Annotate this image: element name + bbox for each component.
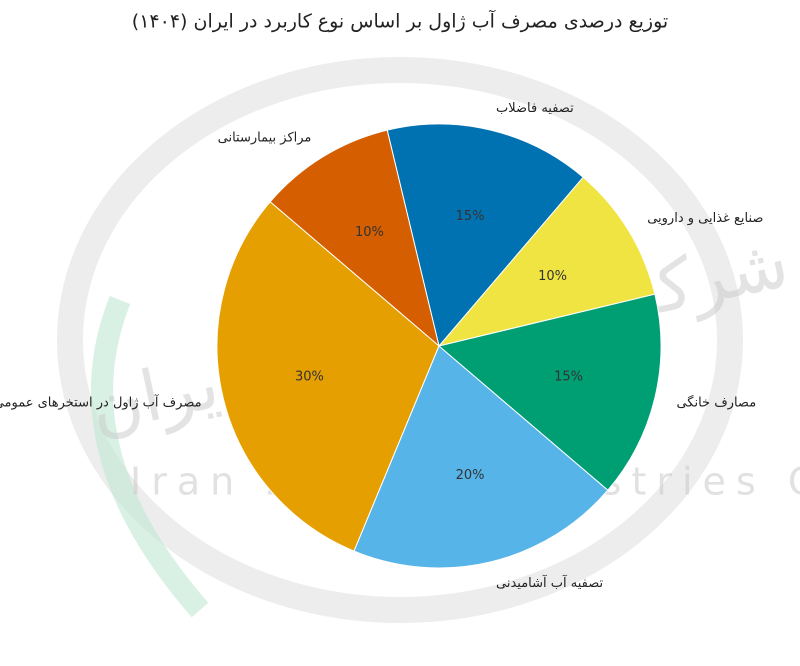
chart-title: توزیع درصدی مصرف آب ژاول بر اساس نوع کار… [132,9,668,33]
watermark-logo [57,57,743,623]
value-label: 10% [355,225,384,240]
pie: 10% صنایع غذایی و دارویی 15% تصفیه فاضلاب 10… [0,101,763,591]
category-label: مصرف آب ژاول در استخرهای عمومی [0,394,202,411]
value-label: 15% [456,209,485,224]
pie-slice [437,293,662,491]
pie-slice [216,201,440,552]
value-label: 20% [456,468,485,483]
value-label: 30% [295,370,324,385]
category-label: مراکز بیمارستانی [218,130,312,145]
pie-slice [353,345,609,569]
pie-slice [437,176,656,347]
category-label: مصارف خانگی [676,395,756,411]
watermark-logo [91,295,209,618]
category-label: تصفیه فاضلاب [496,101,574,116]
pie-slice [386,123,584,348]
pie-slice [269,129,440,348]
value-label: 15% [554,370,583,385]
category-label: صنایع غذایی و دارویی [647,211,763,226]
value-label: 10% [538,269,567,284]
category-label: تصفیه آب آشامیدنی [496,574,603,591]
